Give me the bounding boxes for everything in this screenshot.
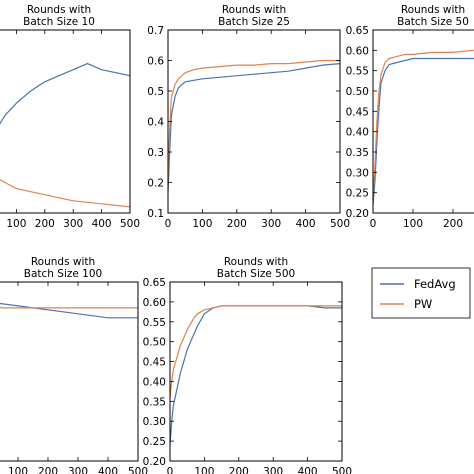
plot-frame	[168, 30, 340, 213]
plot-frame	[170, 282, 342, 461]
series-line-pw	[373, 50, 474, 196]
x-tick-label: 200	[38, 466, 58, 474]
subplot-5: 0 100 200 300 400 500 0.20 0.25 0.30 0.35 0.40 0.45…	[143, 256, 352, 474]
y-tick-label: 0.25	[143, 436, 166, 448]
series-line-pw	[168, 61, 340, 183]
x-tick-label: 400	[298, 466, 318, 474]
subplot-title: Rounds with	[27, 4, 91, 16]
x-tick-label: 400	[92, 218, 112, 230]
y-tick-label: 0.30	[143, 416, 166, 428]
subplot-title: Rounds with	[224, 256, 288, 268]
y-tick-label: 0.65	[346, 25, 369, 37]
subplot-1: 0100200300400500Rounds withBatch Size 10	[0, 4, 140, 230]
y-tick-label: 0.40	[346, 127, 369, 139]
y-tick-label: 0.40	[143, 376, 166, 388]
x-tick-label: 100	[403, 218, 423, 230]
plot-frame	[0, 30, 130, 213]
y-tick-label: 0.50	[346, 86, 369, 98]
y-tick-label: 0.30	[346, 167, 369, 179]
x-tick-label: 200	[229, 466, 249, 474]
series-line-fedavg	[373, 59, 474, 205]
series-line-fedavg	[168, 64, 340, 192]
subplot-title: Rounds with	[222, 4, 286, 16]
subplot-2: 01002003004005000.10.20.30.40.50.60.7Rou…	[147, 4, 350, 230]
x-tick-label: 100	[8, 466, 28, 474]
series-line-pw	[0, 170, 130, 207]
subplot-title: Rounds with	[31, 256, 95, 268]
series-line-fedavg	[0, 302, 138, 318]
x-tick-label: 300	[63, 218, 83, 230]
y-tick-label: 0.35	[346, 147, 369, 159]
subplot-3: 01002003000.200.250.300.350.400.450.500.…	[346, 4, 474, 230]
subplot-title: Rounds with	[401, 4, 465, 16]
y-tick-label: 0.20	[143, 456, 166, 468]
y-tick-label: 0.65	[143, 277, 166, 289]
plot-frame	[0, 282, 138, 461]
x-tick-label: 500	[120, 218, 140, 230]
subplot-title: Batch Size 500	[217, 268, 295, 280]
subplot-title: Batch Size 10	[23, 16, 95, 28]
x-tick-label: 0	[167, 466, 174, 474]
x-tick-label: 300	[263, 466, 283, 474]
series-line-fedavg	[0, 64, 130, 149]
x-tick-label: 400	[296, 218, 316, 230]
x-tick-label: 0	[165, 218, 172, 230]
plot-frame	[373, 30, 474, 213]
x-tick-label: 200	[227, 218, 247, 230]
x-tick-label: 100	[192, 218, 212, 230]
y-tick-label: 0.35	[143, 396, 166, 408]
subplot-title: Batch Size 100	[24, 268, 102, 280]
series-line-fedavg	[170, 306, 342, 445]
y-tick-label: 0.4	[147, 117, 164, 129]
x-tick-label: 500	[332, 466, 352, 474]
x-tick-label: 200	[443, 218, 463, 230]
y-tick-label: 0.55	[143, 317, 166, 329]
y-tick-label: 0.7	[147, 25, 164, 37]
x-tick-label: 100	[6, 218, 26, 230]
x-tick-label: 200	[35, 218, 55, 230]
subplot-title: Batch Size 50	[397, 16, 469, 28]
y-tick-label: 0.2	[147, 178, 164, 190]
legend: FedAvg PW	[372, 268, 470, 318]
x-tick-label: 300	[261, 218, 281, 230]
y-tick-label: 0.60	[346, 45, 369, 57]
y-tick-label: 0.45	[143, 357, 166, 369]
y-tick-label: 0.45	[346, 106, 369, 118]
x-tick-label: 0	[370, 218, 377, 230]
y-tick-label: 0.6	[147, 56, 164, 68]
x-tick-label: 300	[68, 466, 88, 474]
legend-label-pw: PW	[414, 297, 432, 311]
y-tick-label: 0.60	[143, 297, 166, 309]
y-tick-label: 0.50	[143, 337, 166, 349]
y-tick-label: 0.1	[147, 208, 164, 220]
y-tick-label: 0.3	[147, 147, 164, 159]
subplot-title: Batch Size 25	[218, 16, 290, 28]
y-tick-label: 0.55	[346, 66, 369, 78]
y-tick-label: 0.20	[346, 208, 369, 220]
legend-label-fedavg: FedAvg	[414, 277, 456, 291]
series-line-pw	[170, 306, 342, 398]
subplot-4: 0100200300400500Rounds withBatch Size 10…	[0, 256, 148, 474]
subplot-grid: 0100200300400500Rounds withBatch Size 10…	[0, 4, 474, 474]
x-tick-label: 400	[98, 466, 118, 474]
y-tick-label: 0.25	[346, 188, 369, 200]
y-tick-label: 0.5	[147, 86, 164, 98]
x-tick-label: 100	[194, 466, 214, 474]
